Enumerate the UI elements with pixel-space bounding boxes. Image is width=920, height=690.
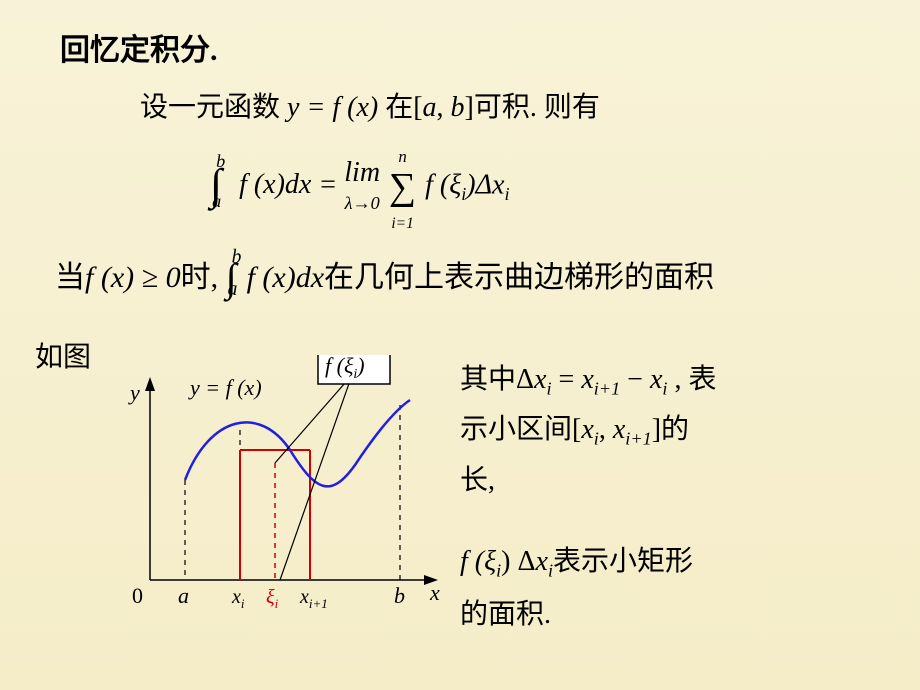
- text: ]可积. 则有: [465, 92, 600, 123]
- x-label: x: [429, 580, 440, 605]
- lim: lim: [344, 157, 380, 188]
- x: x: [613, 414, 625, 445]
- minus: −: [620, 364, 650, 395]
- f-xi: f (ξ: [460, 546, 496, 577]
- text: ) Δ: [501, 546, 535, 577]
- x: x: [534, 364, 546, 395]
- text: 当: [55, 261, 85, 294]
- condition-line: 当f (x) ≥ 0时, ∫baf (x)dx在几何上表示曲边梯形的面积: [55, 250, 915, 297]
- callout-line1: [275, 375, 352, 463]
- text: ,: [599, 414, 613, 445]
- tick-b: b: [394, 583, 405, 608]
- as-shown: 如图: [35, 335, 91, 375]
- int-lower: a: [212, 191, 221, 212]
- tick-xi-red: ξi: [266, 586, 279, 611]
- text: 在[: [385, 92, 422, 123]
- sub-ip1: i+1: [625, 429, 651, 449]
- tick-a: a: [178, 583, 189, 608]
- x: x: [650, 364, 662, 395]
- func-y: y = f (x): [287, 92, 378, 123]
- lim-sub: λ→0: [345, 193, 380, 213]
- text: 在几何上表示曲边梯形的面积: [324, 261, 714, 294]
- integrand: f (x)dx: [247, 261, 324, 294]
- integrand: f (x)dx: [239, 169, 311, 200]
- summand-post: )Δx: [466, 169, 504, 200]
- int-lower: a: [228, 279, 238, 301]
- slide-title: 回忆定积分.: [60, 25, 218, 69]
- eq: =: [552, 364, 582, 395]
- graph-svg: f (ξi) y x 0 y = f (x) a xi ξi xi+1 b: [120, 355, 460, 655]
- y-label: y: [128, 380, 140, 405]
- origin-label: 0: [132, 583, 143, 608]
- text: 时,: [181, 261, 226, 294]
- text: 设一元函数: [140, 92, 287, 123]
- text: , 表: [667, 364, 716, 395]
- x: x: [581, 414, 593, 445]
- cond: f (x) ≥ 0: [85, 261, 181, 294]
- text: 示小区间[: [460, 414, 581, 445]
- x: x: [581, 364, 593, 395]
- intro-line: 设一元函数 y = f (x) 在[a, b]可积. 则有: [140, 85, 600, 125]
- equals: =: [318, 169, 344, 200]
- text: 其中Δ: [460, 364, 534, 395]
- graph: f (ξi) y x 0 y = f (x) a xi ξi xi+1 b: [120, 355, 460, 635]
- text: ,: [437, 92, 451, 123]
- tick-xi1: xi+1: [299, 586, 328, 611]
- summand: f (ξ: [425, 169, 461, 200]
- sum-bot: i=1: [391, 215, 413, 232]
- curve: [185, 400, 410, 486]
- sub-ip1: i+1: [594, 379, 620, 399]
- callout-line2: [280, 375, 352, 580]
- text: 表示小矩形: [553, 546, 693, 577]
- text: 的面积.: [460, 599, 551, 630]
- text: 长,: [460, 465, 495, 496]
- int-upper: b: [216, 151, 225, 172]
- int-upper: b: [232, 247, 242, 269]
- right-text-2: f (ξi) Δxi表示小矩形 的面积.: [460, 535, 900, 641]
- tick-xi: xi: [231, 586, 245, 611]
- sym-b: b: [451, 92, 465, 123]
- sym-a: a: [423, 92, 437, 123]
- sum-top: n: [398, 147, 406, 166]
- right-text-1: 其中Δxi = xi+1 − xi , 表 示小区间[xi, xi+1]的 长,: [460, 355, 900, 506]
- summand-post-sub: i: [504, 184, 509, 204]
- y-arrow: [145, 377, 155, 391]
- text: ]的: [652, 414, 689, 445]
- curve-label: y = f (x): [188, 375, 262, 400]
- callout-text: f (ξi): [325, 355, 365, 382]
- integral-formula: ∫ba f (x)dx = lim λ→0 n ∑ i=1 f (ξi)Δxi: [210, 140, 510, 234]
- x: x: [536, 546, 548, 577]
